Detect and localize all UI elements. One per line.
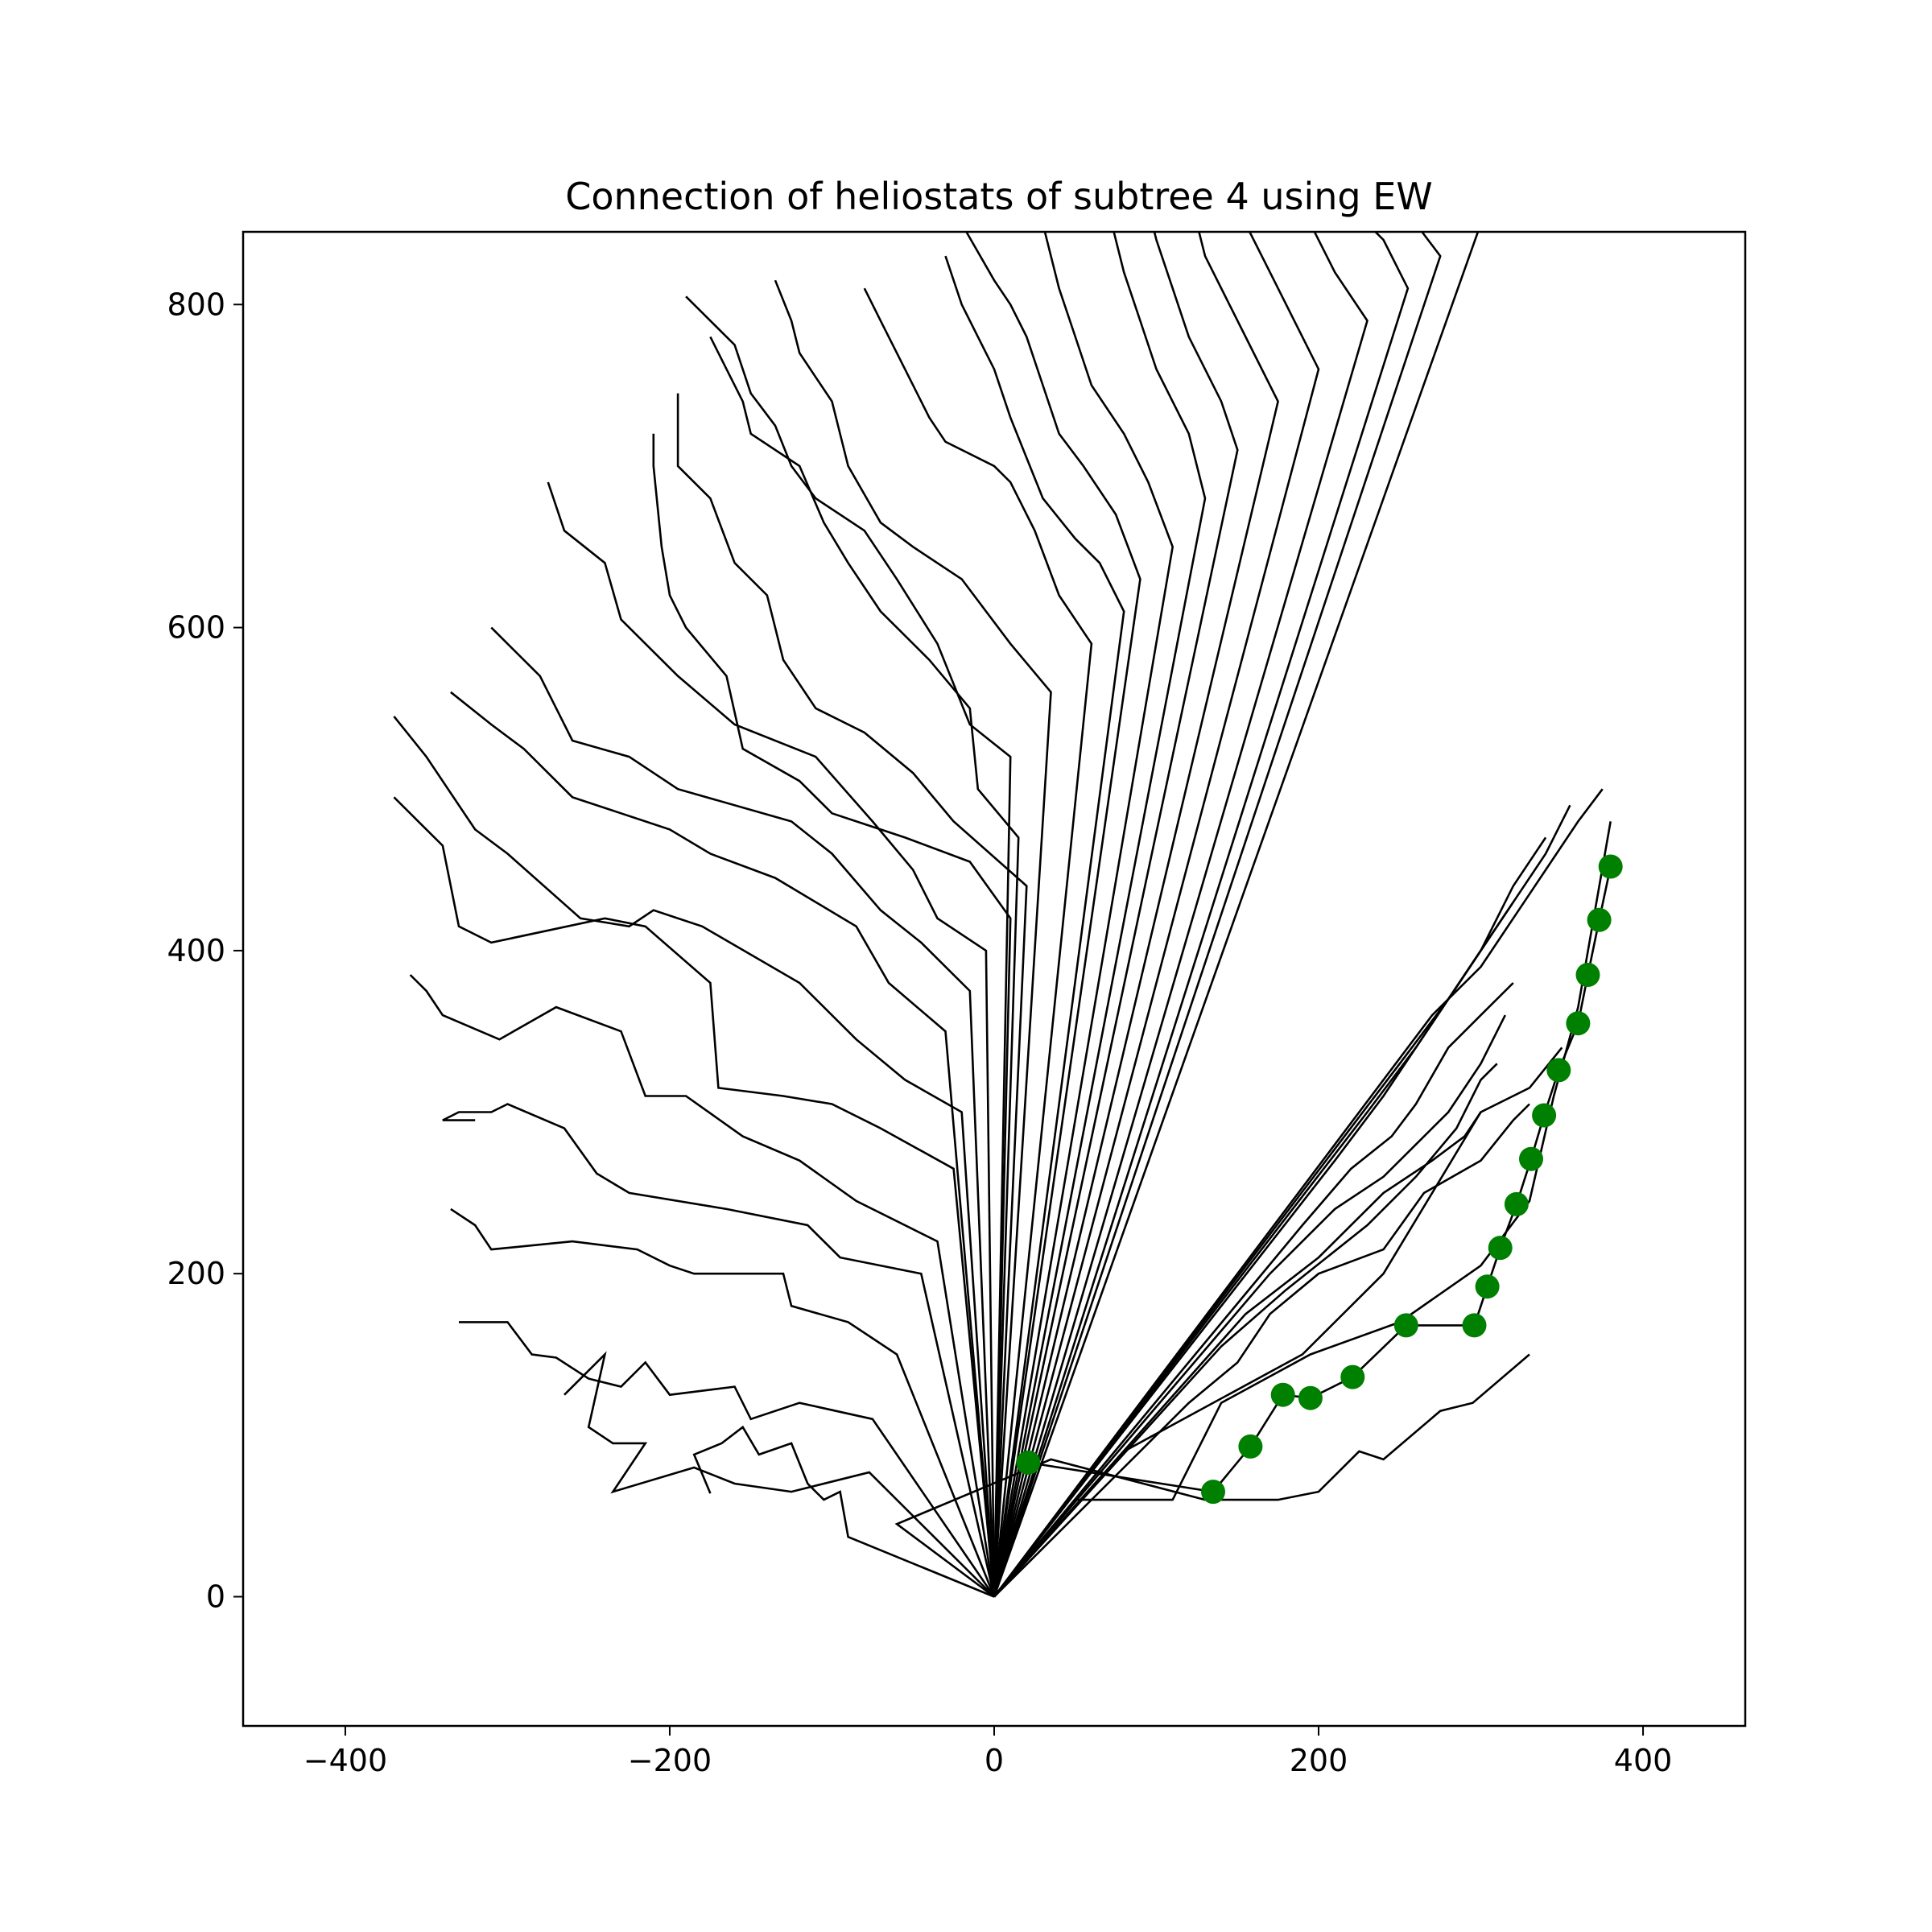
heliostat-point-12 bbox=[1519, 1146, 1543, 1171]
x-tick-label: 200 bbox=[1290, 1743, 1348, 1778]
branch-line-12 bbox=[652, 433, 1012, 1597]
branch-line-5 bbox=[442, 1103, 996, 1597]
heliostat-point-2 bbox=[1201, 1480, 1225, 1505]
connection-line-8 bbox=[993, 982, 1514, 1598]
y-tick-label: 200 bbox=[167, 1256, 225, 1291]
branch-line-16 bbox=[774, 279, 1052, 1597]
heliostat-point-13 bbox=[1532, 1103, 1557, 1128]
branch-line-13 bbox=[676, 393, 1028, 1597]
heliostat-point-11 bbox=[1504, 1191, 1529, 1216]
x-axis-ticks: −400 −200 0 200 400 bbox=[303, 1726, 1673, 1778]
heliostat-point-7 bbox=[1393, 1313, 1418, 1338]
branch-line-21 bbox=[993, 232, 1207, 1597]
x-tick-label: −200 bbox=[628, 1743, 712, 1778]
connection-line-1 bbox=[894, 1353, 1530, 1598]
branch-line-25 bbox=[993, 232, 1368, 1597]
connection-line-5 bbox=[993, 1063, 1498, 1598]
branch-line-6 bbox=[409, 974, 996, 1597]
branch-line-27 bbox=[993, 232, 1442, 1597]
x-tick-label: 400 bbox=[1614, 1743, 1673, 1778]
branch-line-23 bbox=[993, 232, 1279, 1597]
heliostat-point-3 bbox=[1238, 1434, 1263, 1459]
y-tick-label: 0 bbox=[206, 1579, 225, 1614]
y-tick-label: 800 bbox=[167, 287, 225, 322]
plot-area bbox=[393, 232, 1623, 1598]
branch-line-22 bbox=[993, 232, 1239, 1597]
branch-line-4 bbox=[450, 1208, 996, 1597]
branch-line-14 bbox=[709, 336, 1020, 1597]
y-axis-ticks: 0 200 400 600 800 bbox=[167, 287, 243, 1614]
branch-line-19 bbox=[964, 232, 1141, 1597]
connection-line-12 bbox=[993, 788, 1604, 1598]
branch-line-28 bbox=[993, 232, 1480, 1597]
y-tick-label: 600 bbox=[167, 610, 225, 646]
branch-line-7 bbox=[393, 796, 996, 1597]
connection-line-7 bbox=[993, 1014, 1506, 1598]
x-tick-label: 0 bbox=[985, 1743, 1004, 1778]
y-tick-label: 400 bbox=[167, 933, 225, 968]
connection-line-3 bbox=[993, 1046, 1563, 1598]
branch-line-15 bbox=[685, 295, 1012, 1597]
heliostat-point-5 bbox=[1298, 1385, 1323, 1410]
heliostat-point-6 bbox=[1340, 1364, 1365, 1389]
chart-title: Connection of heliostats of subtree 4 us… bbox=[565, 175, 1433, 218]
connection-line-10 bbox=[993, 836, 1547, 1598]
heliostat-point-1 bbox=[1016, 1450, 1041, 1475]
branch-line-10 bbox=[490, 626, 996, 1597]
heliostat-point-16 bbox=[1575, 963, 1600, 987]
branch-line-11 bbox=[547, 481, 996, 1597]
connection-line-6 bbox=[993, 1111, 1482, 1598]
heliostat-point-17 bbox=[1587, 907, 1612, 932]
axes-frame bbox=[242, 230, 1747, 1728]
branch-line-9 bbox=[450, 691, 996, 1597]
heliostat-point-9 bbox=[1475, 1274, 1500, 1299]
branch-line-3 bbox=[459, 1321, 996, 1598]
heliostat-point-14 bbox=[1546, 1058, 1571, 1083]
heliostat-point-15 bbox=[1566, 1011, 1591, 1036]
branch-line-1 bbox=[692, 1425, 995, 1598]
branch-line-20 bbox=[993, 232, 1174, 1597]
branch-line-17 bbox=[863, 287, 1093, 1597]
subtree-4-heliostats bbox=[1016, 854, 1623, 1505]
heliostat-point-8 bbox=[1462, 1313, 1487, 1338]
branch-line-18 bbox=[944, 255, 1125, 1597]
heliostat-point-18 bbox=[1598, 854, 1623, 879]
branch-line-26 bbox=[993, 232, 1410, 1597]
x-tick-label: −400 bbox=[303, 1743, 387, 1778]
heliostat-point-4 bbox=[1270, 1382, 1295, 1407]
branch-line-8 bbox=[393, 716, 996, 1597]
connection-lines bbox=[393, 232, 1612, 1598]
branch-line-2 bbox=[564, 1351, 995, 1598]
heliostat-point-10 bbox=[1488, 1236, 1513, 1261]
connection-line-4 bbox=[993, 1103, 1530, 1598]
connection-line-11 bbox=[993, 804, 1571, 1598]
branch-line-24 bbox=[993, 232, 1320, 1597]
